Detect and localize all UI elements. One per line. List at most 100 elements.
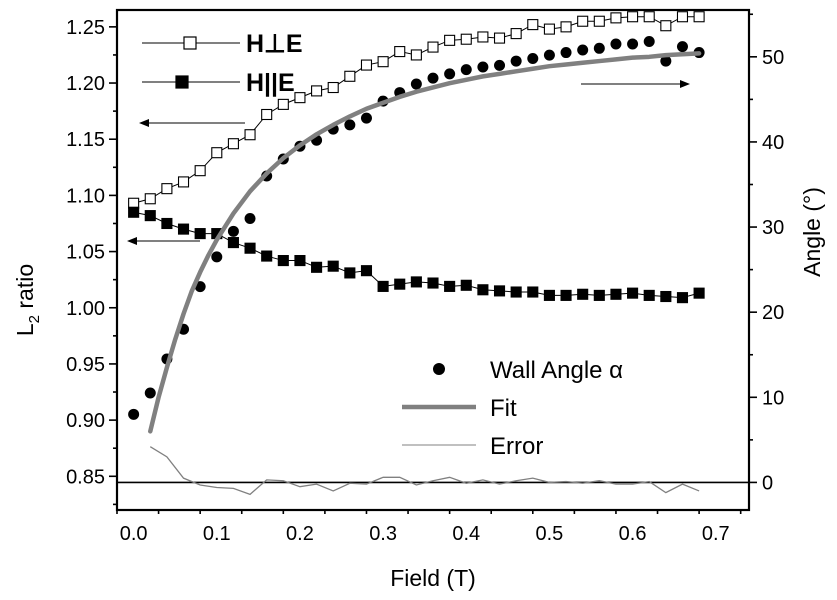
par-point [510,286,522,298]
perp-point [410,49,422,61]
x-tick-label: 0.0 [120,523,148,545]
y-axis-title-main: L [12,323,38,336]
par-point [693,287,705,299]
error-line [149,446,700,496]
legend-perp-marker [183,36,197,50]
y2-tick-label: 50 [762,47,784,69]
wall-angle-point [593,42,605,54]
wall-angle-point [610,38,622,50]
wall-angle-point [676,41,688,53]
wall-angle-point [410,78,422,90]
par-point [128,206,140,218]
perp-point [627,11,639,23]
par-point [477,284,489,296]
perp-point [527,19,539,31]
wall-angle-point [227,225,239,237]
legend: H⊥E H||E Wall Angle α Fit Error [142,30,623,460]
wall-angle-point [560,47,572,59]
arrow-par-head [127,237,137,245]
perp-point [144,193,156,205]
arrow-perp-head [139,119,149,127]
perp-point [460,33,472,45]
par-point [144,210,156,222]
wall-angle-point [527,53,539,65]
wall-angle-point [660,55,672,67]
x-tick-label: 0.3 [369,523,397,545]
par-point [410,276,422,288]
par-point [327,260,339,272]
y-tick-label: 0.85 [66,466,105,488]
x-tick-label: 0.5 [536,523,564,545]
y-tick-label: 1.00 [66,298,105,320]
legend-fit-label: Fit [490,395,517,422]
perp-point [577,15,589,27]
par-point [593,289,605,301]
par-point [244,242,256,254]
par-point [577,288,589,300]
wall-angle-point [360,112,372,124]
perp-point [177,176,190,188]
y-tick-label: 1.15 [66,129,105,151]
wall-angle-point [577,44,589,56]
perp-point [477,31,489,43]
x-tick-label: 0.1 [203,523,231,545]
arrow-angle-head [680,80,690,88]
perp-point [194,165,206,177]
y-tick-label: 1.20 [66,73,105,95]
par-point [344,267,356,279]
par-point [277,255,289,267]
legend-perp-label: H⊥E [246,30,303,58]
wall-angle-point [144,387,156,399]
wall-angle-point [510,55,522,67]
y2-tick-label: 20 [762,302,784,324]
perp-point [593,15,605,27]
perp-point [427,41,439,53]
tick-layer: 0.0 0.1 0.2 0.3 0.4 0.5 0.6 0.7 0.85 0.90 0.95 1.00… [66,13,784,545]
par-point [261,250,273,262]
perp-point [660,20,672,32]
wall-angle-point [344,119,356,131]
wall-angle-point [444,68,456,80]
par-point [194,228,206,240]
wall-angle-point [543,49,555,61]
legend-wall-label: Wall Angle α [490,357,623,384]
x-tick-label: 0.6 [619,523,647,545]
par-point [360,265,373,277]
perp-point [277,98,289,110]
y-tick-label: 1.10 [66,185,105,207]
perp-point [261,108,273,121]
y2-axis-title: Angle (°) [799,187,825,277]
fit-curve [148,51,702,434]
y-tick-label: 0.90 [66,410,105,432]
y2-tick-label: 40 [762,132,784,154]
x-tick-label: 0.2 [286,523,314,545]
perp-point [394,46,406,58]
par-point [660,290,672,303]
wall-angle-point [128,408,140,420]
y-axis-title: L2 ratio [12,264,43,336]
wall-angle-point [460,64,472,76]
wall-angle-point [211,251,223,263]
x-tick-label: 0.4 [452,523,480,545]
y-tick-label: 0.95 [66,354,105,376]
par-point [643,289,655,301]
wall-angle-point [477,61,489,73]
perp-point [327,81,339,94]
par-point [427,277,439,289]
perp-point [211,147,223,159]
wall-angle-point [427,72,439,84]
perp-point [311,85,323,97]
perp-point [161,183,173,195]
y2-tick-label: 10 [762,387,784,409]
y-tick-label: 1.25 [66,17,105,39]
par-point [543,289,555,301]
par-point [311,261,323,273]
y-tick-label: 1.05 [66,242,105,264]
par-point [294,255,306,267]
par-point [493,285,506,297]
par-point [444,280,456,292]
perp-point [377,56,389,68]
wall-angle-point [494,59,506,71]
perp-point [643,11,655,23]
plot-frame [115,8,751,512]
